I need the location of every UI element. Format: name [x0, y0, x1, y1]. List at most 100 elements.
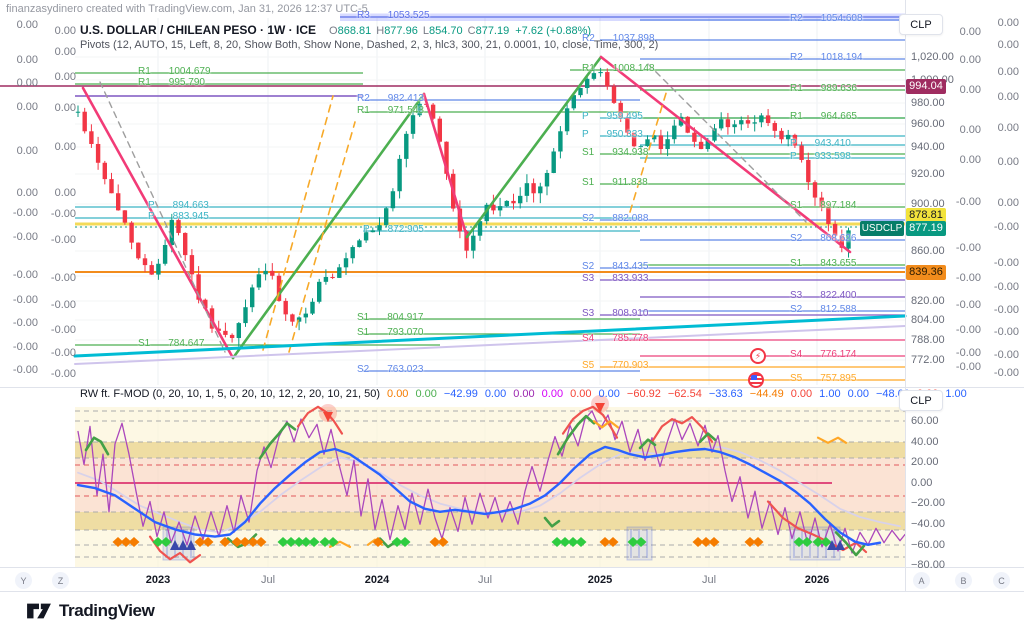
- pivot-value: 763.023: [387, 364, 424, 375]
- pivot-label: R2: [582, 33, 595, 44]
- right-scale-label: -0.00: [955, 299, 981, 311]
- pivot-level-label: S5 757.895: [790, 373, 856, 384]
- pane-button-y[interactable]: Y: [15, 572, 32, 589]
- pivot-label: R1: [138, 77, 151, 88]
- right-scale-label: -0.00: [955, 361, 981, 373]
- right-scale-label: 0.00: [997, 17, 1019, 29]
- pane-button-z[interactable]: Z: [52, 572, 69, 589]
- pivot-level-label: P 894.663: [148, 200, 209, 211]
- pivot-value: 868.626: [820, 233, 857, 244]
- pivot-label: R2: [790, 13, 803, 24]
- price-scale-currency-button[interactable]: CLP: [899, 14, 943, 35]
- pivot-level-label: P 959.495: [582, 111, 643, 122]
- pivot-label: S1: [790, 258, 803, 269]
- pivot-value: 950.333: [606, 129, 643, 140]
- pivot-label: S3: [582, 273, 595, 284]
- indicator-tick-label: −20.00: [911, 497, 945, 509]
- price-tick-label: 960.00: [911, 118, 945, 130]
- pivot-level-label: S1 911.838: [582, 177, 648, 188]
- pivot-level-label: S1 793.070: [357, 327, 423, 338]
- pivot-value: 989.636: [820, 83, 857, 94]
- indicator-tick-label: −40.00: [911, 518, 945, 530]
- indicator-value: 1.00: [819, 388, 841, 400]
- right-scale-label: -0.00: [993, 221, 1019, 233]
- right-scale-label: 0.00: [959, 124, 981, 136]
- pivot-label: S3: [582, 308, 595, 319]
- left-scale-label: 0.00: [16, 19, 38, 31]
- time-axis-label: 2026: [804, 574, 830, 586]
- right-scale-label: 0.00: [997, 91, 1019, 103]
- right-scale-label: 0.00: [959, 26, 981, 38]
- pivot-value: 933.598: [814, 151, 851, 162]
- pivot-value: 883.945: [172, 211, 209, 222]
- pane-button-a[interactable]: A: [913, 572, 930, 589]
- price-badge: 994.04: [906, 78, 946, 94]
- pivot-level-label: R3 1053.525: [357, 10, 430, 21]
- right-scale-label: 0.00: [997, 197, 1019, 209]
- right-scale-label: -0.00: [955, 272, 981, 284]
- pivot-level-label: R2 1037.898: [582, 33, 655, 44]
- pane-button-b[interactable]: B: [955, 572, 972, 589]
- pivot-label: P: [363, 224, 370, 235]
- right-scale-label: -0.00: [993, 257, 1019, 269]
- high-label: H: [376, 25, 385, 37]
- price-tick-label: 788.00: [911, 334, 945, 346]
- right-scale-label: -0.00: [955, 324, 981, 336]
- pivot-value: 843.655: [820, 258, 857, 269]
- pivot-level-label: S3 822.400: [790, 290, 856, 301]
- pivot-value: 770.903: [612, 360, 649, 371]
- pivot-label: P: [582, 129, 589, 140]
- pivot-label: S2: [582, 261, 595, 272]
- pivot-value: 959.495: [606, 111, 643, 122]
- pivot-value: 1018.194: [820, 52, 863, 63]
- pivot-label: R1: [357, 105, 370, 116]
- pivot-label: P: [148, 200, 155, 211]
- right-scale-label: 0.00: [997, 39, 1019, 51]
- time-axis-label: Jul: [260, 574, 276, 586]
- pivot-value: 1037.898: [612, 33, 655, 44]
- left-scale-label: -0.00: [50, 272, 76, 284]
- right-scale-label: 0.00: [959, 84, 981, 96]
- indicator-tick-label: 40.00: [911, 436, 939, 448]
- pivot-label: R1: [582, 63, 595, 74]
- pivot-level-label: S1 897.184: [790, 200, 856, 211]
- pivot-value: 822.400: [820, 290, 857, 301]
- indicator-value: 0.00: [847, 388, 869, 400]
- pane-button-c[interactable]: C: [993, 572, 1010, 589]
- pivot-value: 776.174: [820, 349, 857, 360]
- right-scale-label: -0.00: [955, 347, 981, 359]
- right-scale-label: -0.00: [993, 281, 1019, 293]
- pivot-label: R2: [790, 52, 803, 63]
- pivot-level-label: R1 971.543: [357, 105, 424, 116]
- indicator-value: −60.92: [626, 388, 661, 400]
- left-scale-label: 0.00: [54, 102, 76, 114]
- price-tick-label: 900.00: [911, 198, 945, 210]
- pivot-value: 995.790: [168, 77, 205, 88]
- pivot-label: R1: [138, 66, 151, 77]
- pivot-value: 808.910: [612, 308, 649, 319]
- right-scale-label: -0.00: [993, 304, 1019, 316]
- right-scale-label: -0.00: [955, 196, 981, 208]
- pivot-label: S5: [790, 373, 803, 384]
- left-scale-label: 0.00: [54, 187, 76, 199]
- indicator-legend[interactable]: RW ft. F-MOD (0, 20, 10, 1, 5, 0, 20, 10…: [80, 388, 967, 400]
- indicator-scale-currency-button[interactable]: CLP: [899, 390, 943, 411]
- pivot-label: S2: [790, 304, 803, 315]
- pivot-level-label: S2 812.588: [790, 304, 856, 315]
- tradingview-logo[interactable]: TradingView: [26, 600, 155, 622]
- price-tick-label: 804.00: [911, 314, 945, 326]
- indicator-tick-label: −60.00: [911, 539, 945, 551]
- pivot-label: P: [582, 111, 589, 122]
- left-scale-label: 0.00: [16, 54, 38, 66]
- left-scale-label: 0.00: [16, 77, 38, 89]
- pivots-legend[interactable]: Pivots (12, AUTO, 15, Left, 8, 20, Show …: [80, 39, 659, 51]
- pivot-label: S1: [790, 200, 803, 211]
- symbol-legend[interactable]: U.S. DOLLAR / CHILEAN PESO · 1W · ICE O86…: [80, 23, 591, 37]
- indicator-value: 1.00: [945, 388, 967, 400]
- price-tick-label: 940.00: [911, 141, 945, 153]
- indicator-value: 0.00: [387, 388, 409, 400]
- pivot-value: 843.435: [612, 261, 649, 272]
- price-tick-label: 772.00: [911, 354, 945, 366]
- left-scale-label: -0.00: [12, 341, 38, 353]
